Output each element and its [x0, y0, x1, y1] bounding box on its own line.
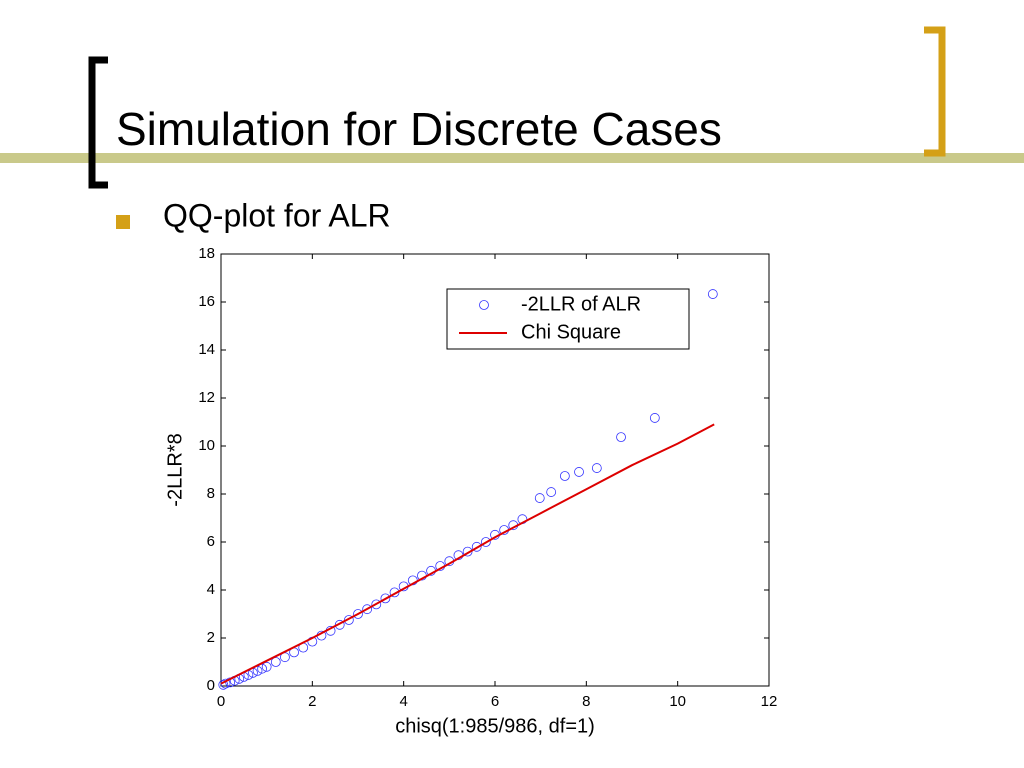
scatter-point: [471, 541, 482, 552]
scatter-point: [480, 537, 491, 547]
x-tick-label: 10: [669, 693, 686, 710]
y-tick-label: 2: [207, 629, 215, 646]
legend-label: Chi Square: [521, 321, 621, 343]
legend-swatch: [479, 300, 489, 310]
x-tick-label: 4: [399, 693, 407, 710]
scatter-point: [546, 487, 557, 497]
scatter-point: [343, 615, 354, 625]
scatter-point: [261, 661, 272, 672]
x-axis-label: chisq(1:985/986, df=1): [395, 715, 595, 737]
scatter-point: [574, 467, 584, 477]
y-axis-label: -2LLR*8: [164, 433, 186, 506]
y-tick-label: 8: [207, 485, 215, 502]
x-tick-label: 0: [217, 693, 225, 710]
scatter-point: [371, 599, 382, 610]
bullet-text: QQ-plot for ALR: [163, 197, 391, 233]
scatter-point: [353, 609, 363, 619]
bullet-marker: [116, 215, 130, 229]
legend: -2LLR of ALR Chi Square: [446, 288, 690, 350]
slide-title: Simulation for Discrete Cases: [116, 103, 722, 155]
scatter-point: [362, 604, 373, 615]
title-rule: [0, 153, 1024, 163]
legend-box: [446, 288, 690, 350]
scatter-point: [462, 546, 473, 557]
scatter-point: [649, 413, 660, 423]
y-tick-label: 6: [207, 533, 215, 550]
y-tick-label: 0: [207, 677, 215, 694]
scatter-point: [534, 493, 545, 503]
chi-square-line: [220, 423, 715, 685]
scatter-point: [257, 663, 268, 674]
scatter-point: [559, 471, 570, 481]
x-tick-label: 8: [582, 693, 590, 710]
scatter-point: [218, 679, 229, 690]
scatter-point: [380, 593, 391, 604]
scatter-point: [591, 463, 602, 473]
left-bracket: [88, 56, 108, 189]
right-bracket: [924, 26, 946, 157]
y-tick-label: 14: [198, 341, 215, 358]
x-tick-label: 6: [491, 693, 499, 710]
scatter-point: [334, 619, 345, 630]
scatter-point: [707, 289, 718, 299]
y-tick-label: 10: [198, 437, 215, 454]
y-tick-label: 18: [198, 245, 215, 262]
x-tick-label: 12: [761, 693, 778, 710]
legend-label: -2LLR of ALR: [521, 293, 641, 315]
chart: 0 2 4 6 8 10 12 14 16 18 0 2 4 6 8 10 12 chisq(1:985/986,…: [164, 245, 777, 737]
y-tick-label: 16: [198, 293, 215, 310]
scatter-point: [270, 657, 281, 667]
y-tick-label: 12: [198, 389, 215, 406]
y-tick-label: 4: [207, 581, 215, 598]
x-tick-label: 2: [308, 693, 316, 710]
scatter-point: [616, 432, 626, 443]
